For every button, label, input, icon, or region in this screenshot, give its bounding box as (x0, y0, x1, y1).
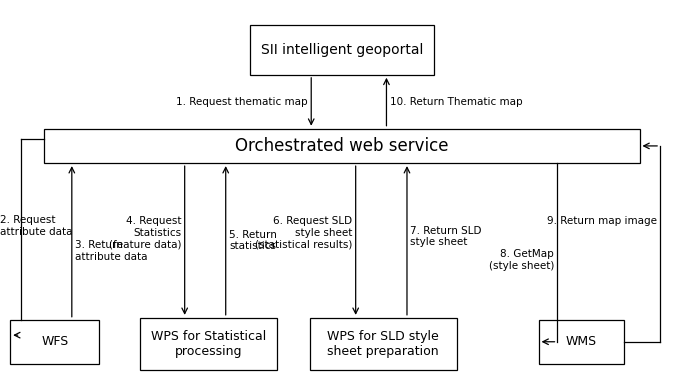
Text: WMS: WMS (566, 335, 597, 348)
Text: 2. Request
attribute data: 2. Request attribute data (0, 215, 73, 237)
Text: 3. Return
attribute data: 3. Return attribute data (75, 240, 148, 262)
Text: 9. Return map image: 9. Return map image (547, 216, 657, 226)
Text: 1. Request thematic map: 1. Request thematic map (176, 97, 308, 107)
Text: SII intelligent geoportal: SII intelligent geoportal (261, 43, 423, 57)
Bar (539, 319, 624, 364)
Text: 4. Request
Statistics
(feature data): 4. Request Statistics (feature data) (109, 216, 181, 249)
Bar (10, 319, 99, 364)
Bar (44, 129, 640, 163)
Text: 8. GetMap
(style sheet): 8. GetMap (style sheet) (488, 249, 554, 271)
Text: WPS for Statistical
processing: WPS for Statistical processing (151, 330, 266, 358)
Text: WFS: WFS (41, 335, 68, 348)
Bar (250, 25, 434, 75)
Text: 6. Request SLD
style sheet
(statistical results): 6. Request SLD style sheet (statistical … (255, 216, 352, 249)
Bar (310, 318, 457, 369)
Bar (140, 318, 277, 369)
Text: 7. Return SLD
style sheet: 7. Return SLD style sheet (410, 226, 482, 247)
Text: 5. Return
statistics: 5. Return statistics (229, 230, 277, 251)
Text: WPS for SLD style
sheet preparation: WPS for SLD style sheet preparation (327, 330, 439, 358)
Text: Orchestrated web service: Orchestrated web service (235, 137, 449, 155)
Text: 10. Return Thematic map: 10. Return Thematic map (390, 97, 523, 107)
